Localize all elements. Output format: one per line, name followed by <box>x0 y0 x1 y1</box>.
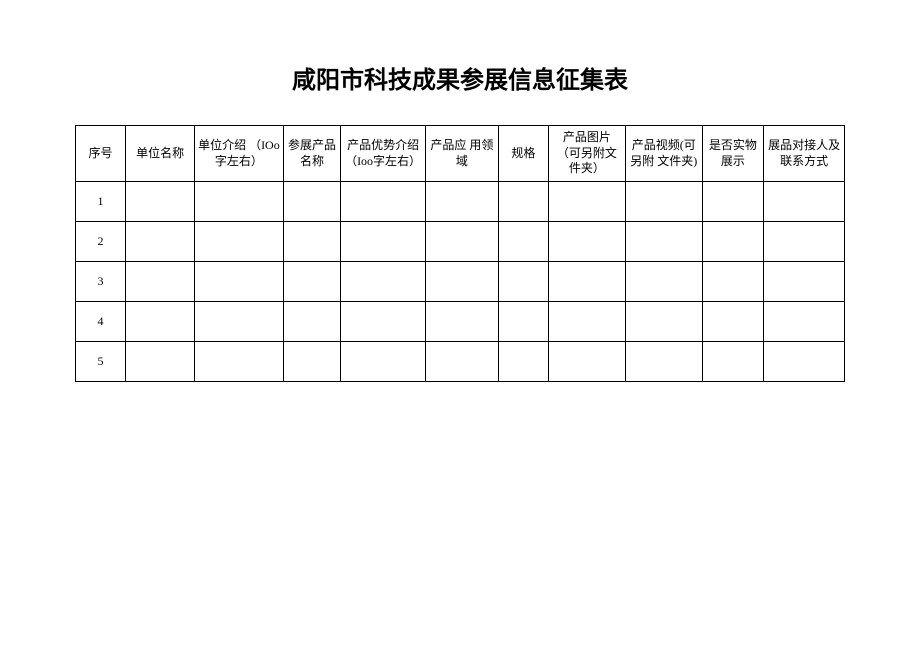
table-cell <box>548 342 625 382</box>
table-cell <box>702 262 764 302</box>
table-cell: 5 <box>76 342 126 382</box>
table-header-cell: 序号 <box>76 126 126 182</box>
table-cell <box>498 302 548 342</box>
table-cell <box>125 342 194 382</box>
table-cell <box>195 262 283 302</box>
table-cell <box>764 342 845 382</box>
table-row: 5 <box>76 342 845 382</box>
page-title: 咸阳市科技成果参展信息征集表 <box>75 60 845 95</box>
table-cell <box>341 262 426 302</box>
table-cell <box>498 182 548 222</box>
table-cell <box>283 302 341 342</box>
table-cell <box>498 342 548 382</box>
data-table: 序号 单位名称 单位介绍 （IOo字左右） 参展产品名称 产品优势介绍（Ioo字… <box>75 125 845 382</box>
table-cell <box>702 342 764 382</box>
table-cell <box>625 342 702 382</box>
table-cell <box>625 262 702 302</box>
table-cell <box>625 182 702 222</box>
table-cell <box>283 342 341 382</box>
table-cell <box>702 222 764 262</box>
table-cell <box>341 182 426 222</box>
table-cell <box>125 182 194 222</box>
table-cell <box>764 182 845 222</box>
table-cell <box>425 222 498 262</box>
table-cell <box>283 222 341 262</box>
table-cell <box>125 222 194 262</box>
table-header-cell: 参展产品名称 <box>283 126 341 182</box>
table-header-cell: 产品优势介绍（Ioo字左右） <box>341 126 426 182</box>
table-cell <box>625 302 702 342</box>
table-header-cell: 产品视频(可另附 文件夹) <box>625 126 702 182</box>
table-header-cell: 展品对接人及联系方式 <box>764 126 845 182</box>
table-cell <box>764 262 845 302</box>
table-cell <box>425 182 498 222</box>
table-cell: 3 <box>76 262 126 302</box>
table-cell <box>425 302 498 342</box>
table-cell <box>702 182 764 222</box>
table-header-cell: 是否实物展示 <box>702 126 764 182</box>
table-cell <box>195 302 283 342</box>
table-cell <box>125 302 194 342</box>
table-cell <box>195 222 283 262</box>
table-cell <box>498 262 548 302</box>
table-cell <box>548 262 625 302</box>
table-header-cell: 单位名称 <box>125 126 194 182</box>
table-header-row: 序号 单位名称 单位介绍 （IOo字左右） 参展产品名称 产品优势介绍（Ioo字… <box>76 126 845 182</box>
table-cell <box>548 222 625 262</box>
table-row: 3 <box>76 262 845 302</box>
table-cell <box>425 262 498 302</box>
table-cell <box>195 342 283 382</box>
table-header-cell: 单位介绍 （IOo字左右） <box>195 126 283 182</box>
table-cell <box>764 222 845 262</box>
table-cell <box>425 342 498 382</box>
table-header-cell: 产品图片（可另附文件夹） <box>548 126 625 182</box>
table-cell <box>498 222 548 262</box>
table-cell <box>548 302 625 342</box>
table-cell <box>702 302 764 342</box>
table-cell <box>341 222 426 262</box>
table-row: 1 <box>76 182 845 222</box>
table-cell <box>341 342 426 382</box>
table-cell <box>125 262 194 302</box>
table-cell <box>625 222 702 262</box>
table-cell <box>195 182 283 222</box>
table-cell <box>764 302 845 342</box>
table-row: 2 <box>76 222 845 262</box>
table-cell <box>548 182 625 222</box>
table-row: 4 <box>76 302 845 342</box>
table-cell <box>341 302 426 342</box>
table-cell <box>283 262 341 302</box>
table-cell <box>283 182 341 222</box>
table-header-cell: 规格 <box>498 126 548 182</box>
table-cell: 2 <box>76 222 126 262</box>
table-header-cell: 产品应 用领域 <box>425 126 498 182</box>
table-cell: 1 <box>76 182 126 222</box>
table-cell: 4 <box>76 302 126 342</box>
